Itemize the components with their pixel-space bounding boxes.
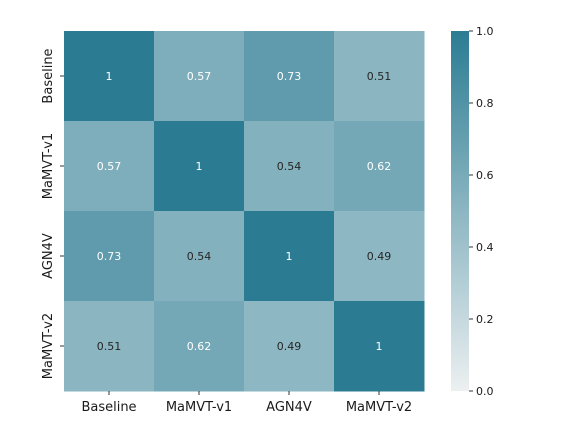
heatmap-cell bbox=[334, 121, 425, 212]
colorbar-tick-label: 0.4 bbox=[476, 241, 494, 254]
colorbar-gradient bbox=[451, 31, 469, 391]
colorbar-tick-label: 0.2 bbox=[476, 313, 494, 326]
cell-value-label: 1 bbox=[376, 340, 383, 353]
y-axis: Baseline MaMVT-v1 AGN4V MaMVT-v2 bbox=[41, 48, 64, 379]
cell-value-label: 0.51 bbox=[97, 340, 122, 353]
cell-value-label: 0.57 bbox=[97, 160, 122, 173]
y-tick-label: AGN4V bbox=[41, 233, 56, 279]
x-tick-label: MaMVT-v2 bbox=[346, 400, 412, 415]
colorbar-tick-label: 0.8 bbox=[476, 97, 494, 110]
heatmap-cell bbox=[154, 31, 245, 122]
cell-value-label: 1 bbox=[196, 160, 203, 173]
heatmap-cell bbox=[244, 301, 335, 392]
heatmap-cell bbox=[154, 211, 245, 302]
x-tick-label: MaMVT-v1 bbox=[166, 400, 232, 415]
cell-value-label: 0.62 bbox=[187, 340, 212, 353]
heatmap-cell bbox=[244, 211, 335, 302]
heatmap-cell bbox=[244, 121, 335, 212]
colorbar-tick-label: 0.6 bbox=[476, 169, 494, 182]
heatmap-cell bbox=[334, 301, 425, 392]
cell-value-label: 0.54 bbox=[187, 250, 212, 263]
heatmap-cell bbox=[64, 121, 155, 212]
y-tick-label: MaMVT-v1 bbox=[41, 133, 56, 199]
x-tick-label: Baseline bbox=[81, 400, 136, 415]
cell-value-label: 0.49 bbox=[367, 250, 392, 263]
heatmap-cell bbox=[244, 31, 335, 122]
cell-value-label: 0.54 bbox=[277, 160, 302, 173]
cell-value-label: 0.49 bbox=[277, 340, 302, 353]
x-axis: Baseline MaMVT-v1 AGN4V MaMVT-v2 bbox=[81, 391, 412, 415]
heatmap-cell bbox=[64, 301, 155, 392]
cell-value-label: 1 bbox=[106, 70, 113, 83]
heatmap-cell bbox=[64, 31, 155, 122]
heatmap-cell bbox=[334, 211, 425, 302]
cell-value-label: 0.73 bbox=[277, 70, 302, 83]
x-tick-label: AGN4V bbox=[266, 400, 312, 415]
colorbar-tick-label: 0.0 bbox=[476, 385, 494, 398]
cell-value-label: 1 bbox=[286, 250, 293, 263]
heatmap-cell bbox=[334, 31, 425, 122]
heatmap-cell-labels: 1 0.57 0.73 0.51 0.57 1 0.54 0.62 0.73 0.54 1 0.49 0… bbox=[97, 70, 392, 353]
colorbar: 0.0 0.2 0.4 0.6 0.8 1.0 bbox=[451, 25, 494, 398]
heatmap-cell bbox=[154, 301, 245, 392]
colorbar-tick-label: 1.0 bbox=[476, 25, 494, 38]
cell-value-label: 0.57 bbox=[187, 70, 212, 83]
y-tick-label: Baseline bbox=[41, 48, 56, 103]
cell-value-label: 0.51 bbox=[367, 70, 392, 83]
cell-value-label: 0.62 bbox=[367, 160, 392, 173]
heatmap-cell bbox=[154, 121, 245, 212]
heatmap-cell bbox=[64, 211, 155, 302]
cell-value-label: 0.73 bbox=[97, 250, 122, 263]
y-tick-label: MaMVT-v2 bbox=[41, 313, 56, 379]
heatmap-cells bbox=[64, 31, 425, 392]
